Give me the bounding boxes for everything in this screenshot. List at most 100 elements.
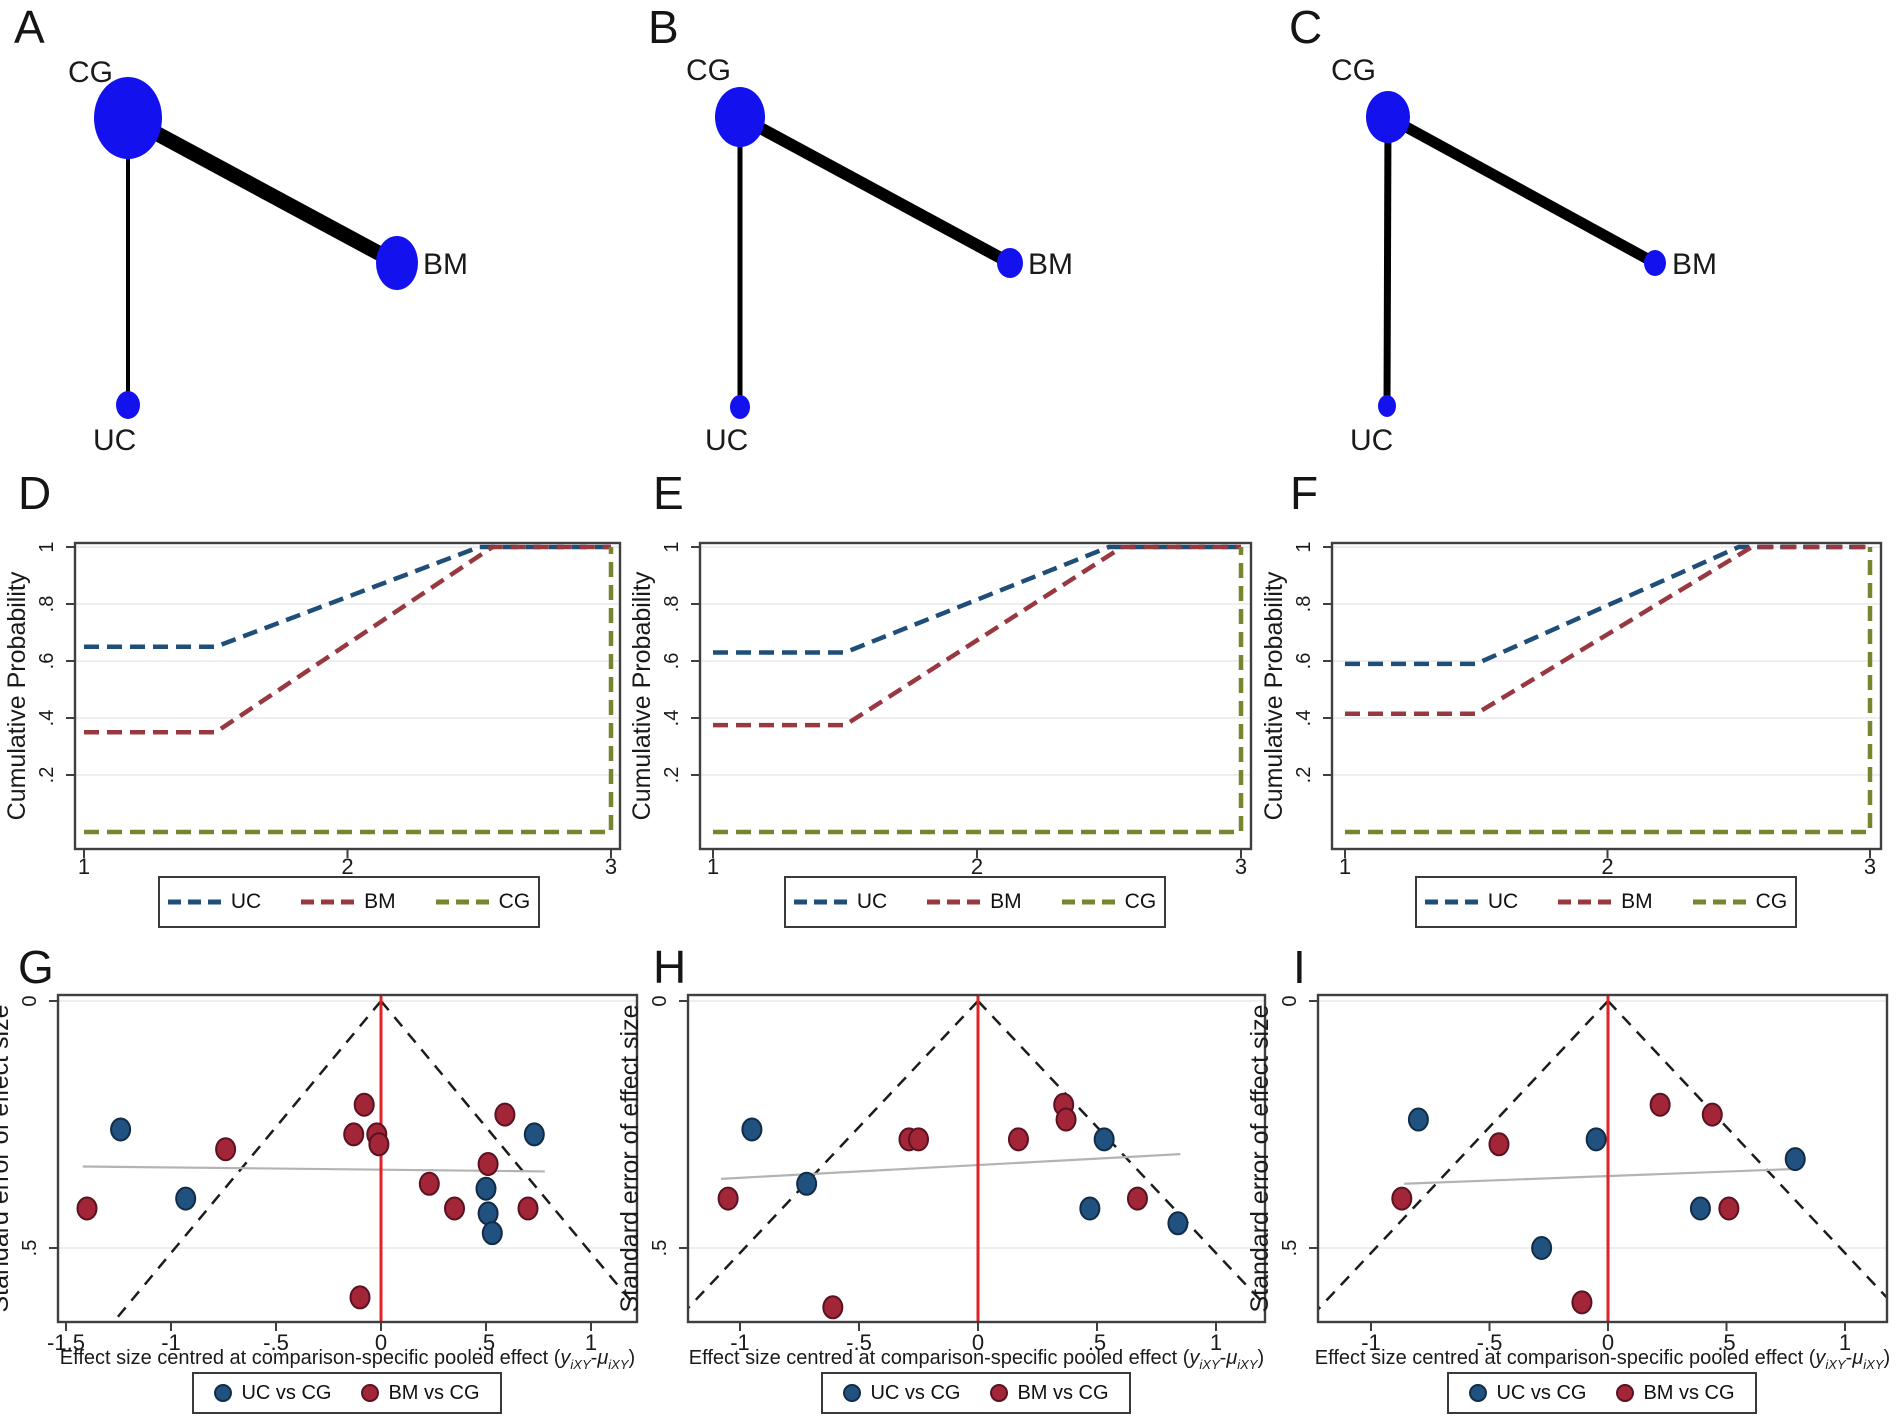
legend-dot-swatch — [843, 1384, 862, 1402]
panel-E-rankogram: 1 2 3 1 .8 .6 .4 .2 Cumulative Probability — [628, 541, 1253, 879]
data-point-bm-vs-cg — [368, 1132, 390, 1157]
data-point-bm-vs-cg — [215, 1137, 237, 1162]
plot-frame — [698, 541, 1253, 851]
y-tick-label: .8 — [36, 596, 58, 613]
network-node-label-uc: UC — [93, 424, 136, 457]
data-point-bm-vs-cg — [343, 1122, 365, 1147]
legend-label: BM vs CG — [1017, 1381, 1109, 1404]
data-point-uc-vs-cg — [1167, 1211, 1189, 1236]
y-tick-label: .2 — [36, 767, 58, 784]
network-node-label-bm: BM — [1672, 248, 1717, 281]
plot-frame — [1316, 993, 1889, 1324]
data-point-bm-vs-cg — [1055, 1107, 1077, 1132]
legend-label: UC — [230, 890, 262, 913]
funnel-ci-line — [112, 1000, 382, 1323]
legend-label: CG — [498, 890, 531, 913]
legend-item-uc: UC — [167, 890, 262, 914]
legend-label: BM — [1621, 890, 1653, 913]
panel-label-b: B — [648, 1, 679, 53]
data-point-bm-vs-cg — [477, 1152, 499, 1177]
y-tick-label: .4 — [661, 710, 683, 727]
data-point-bm-vs-cg — [1488, 1132, 1510, 1157]
panel-H-funnel: -1 -.5 0 .5 1 0 .5 Standard error of effect siz… — [616, 993, 1267, 1372]
x-tick-label: 0 — [375, 1330, 387, 1355]
panel-B-network: CG BM UC — [686, 54, 1073, 457]
x-tick-label: -.5 — [1477, 1330, 1503, 1355]
legend-item-cg: CG — [1061, 890, 1156, 914]
data-point-uc-vs-cg — [481, 1221, 503, 1246]
plot-frame — [1330, 541, 1883, 851]
data-point-uc-vs-cg — [523, 1122, 545, 1147]
legend-rankogram-d: UC BM CG — [158, 876, 540, 928]
y-tick-label: .4 — [36, 710, 58, 727]
legend-dash-swatch — [1558, 899, 1613, 905]
legend-item-uc-vs-cg: UC vs CG — [1469, 1382, 1586, 1405]
network-node-uc — [1378, 395, 1396, 417]
plot-frame — [56, 993, 639, 1324]
data-point-bm-vs-cg — [418, 1171, 440, 1196]
series-line-cg — [713, 547, 1244, 835]
legend-dot-swatch — [990, 1384, 1009, 1402]
network-node-cg — [1366, 91, 1410, 143]
data-point-bm-vs-cg — [349, 1285, 371, 1310]
y-axis-label: Standard error of effect size — [616, 1004, 644, 1312]
regression-line — [720, 1153, 1181, 1180]
legend-dash-swatch — [1061, 899, 1116, 905]
data-point-bm-vs-cg — [1649, 1092, 1671, 1117]
legend-dot-swatch — [214, 1384, 233, 1402]
panel-label-a: A — [14, 1, 45, 53]
regression-line — [82, 1165, 545, 1173]
series-line-uc — [84, 544, 611, 649]
legend-label: UC vs CG — [241, 1381, 332, 1404]
data-point-uc-vs-cg — [1585, 1127, 1607, 1152]
legend-item-bm-vs-cg: BM vs CG — [990, 1381, 1109, 1405]
x-tick-label: 1 — [1339, 854, 1351, 879]
data-point-uc-vs-cg — [475, 1176, 497, 1201]
legend-dash-swatch — [1692, 899, 1747, 905]
plot-frame — [686, 993, 1267, 1324]
x-tick-label: 0 — [1602, 1330, 1614, 1355]
x-tick-label: .5 — [477, 1330, 495, 1355]
legend-dash-swatch — [435, 899, 490, 905]
y-tick-label: .2 — [1293, 767, 1315, 784]
data-point-bm-vs-cg — [517, 1196, 539, 1221]
legend-label: UC vs CG — [870, 1381, 961, 1404]
funnel-ci-line — [977, 1000, 1266, 1306]
panel-label-i: I — [1293, 941, 1306, 993]
data-point-bm-vs-cg — [1718, 1196, 1740, 1221]
network-node-label-bm: BM — [423, 248, 468, 281]
panel-I-funnel: -1 -.5 0 .5 1 0 .5 Standard error of effect siz… — [1246, 993, 1890, 1372]
network-edge-cg-bm — [737, 111, 1013, 269]
panel-G-funnel: -1.5 -1 -.5 0 .5 1 0 .5 Standard error of effect… — [0, 993, 639, 1372]
y-tick-label: .5 — [1279, 1240, 1301, 1257]
legend-label: BM — [990, 890, 1022, 913]
network-node-label-cg: CG — [68, 56, 113, 89]
data-point-bm-vs-cg — [1007, 1127, 1029, 1152]
x-tick-label: 1 — [1839, 1330, 1851, 1355]
network-node-bm — [1644, 250, 1666, 276]
data-point-bm-vs-cg — [1391, 1186, 1413, 1211]
x-tick-label: -1 — [161, 1330, 181, 1355]
data-point-uc-vs-cg — [1531, 1236, 1553, 1260]
x-tick-label: 1 — [707, 854, 719, 879]
x-axis-label: Effect size centred at comparison-specif… — [60, 1347, 635, 1372]
legend-item-bm: BM — [1558, 890, 1653, 914]
y-tick-label: .6 — [661, 653, 683, 670]
data-point-uc-vs-cg — [175, 1186, 197, 1211]
x-axis-label: Effect size centred at comparison-specif… — [1315, 1347, 1890, 1372]
x-tick-label: .5 — [1088, 1330, 1106, 1355]
series-line-uc — [1345, 544, 1870, 667]
x-tick-label: -1 — [1361, 1330, 1381, 1355]
network-node-uc — [730, 395, 750, 419]
legend-item-bm: BM — [927, 890, 1022, 914]
data-point-uc-vs-cg — [796, 1171, 818, 1196]
legend-item-bm: BM — [301, 890, 396, 914]
legend-label: BM vs CG — [388, 1381, 480, 1404]
x-tick-label: 2 — [341, 854, 353, 879]
panel-label-f: F — [1290, 467, 1319, 519]
panel-label-c: C — [1289, 1, 1323, 53]
y-tick-label: 1 — [1293, 541, 1315, 552]
panel-label-d: D — [18, 467, 52, 519]
legend-dash-swatch — [927, 899, 982, 905]
x-tick-label: -1.5 — [47, 1330, 85, 1355]
